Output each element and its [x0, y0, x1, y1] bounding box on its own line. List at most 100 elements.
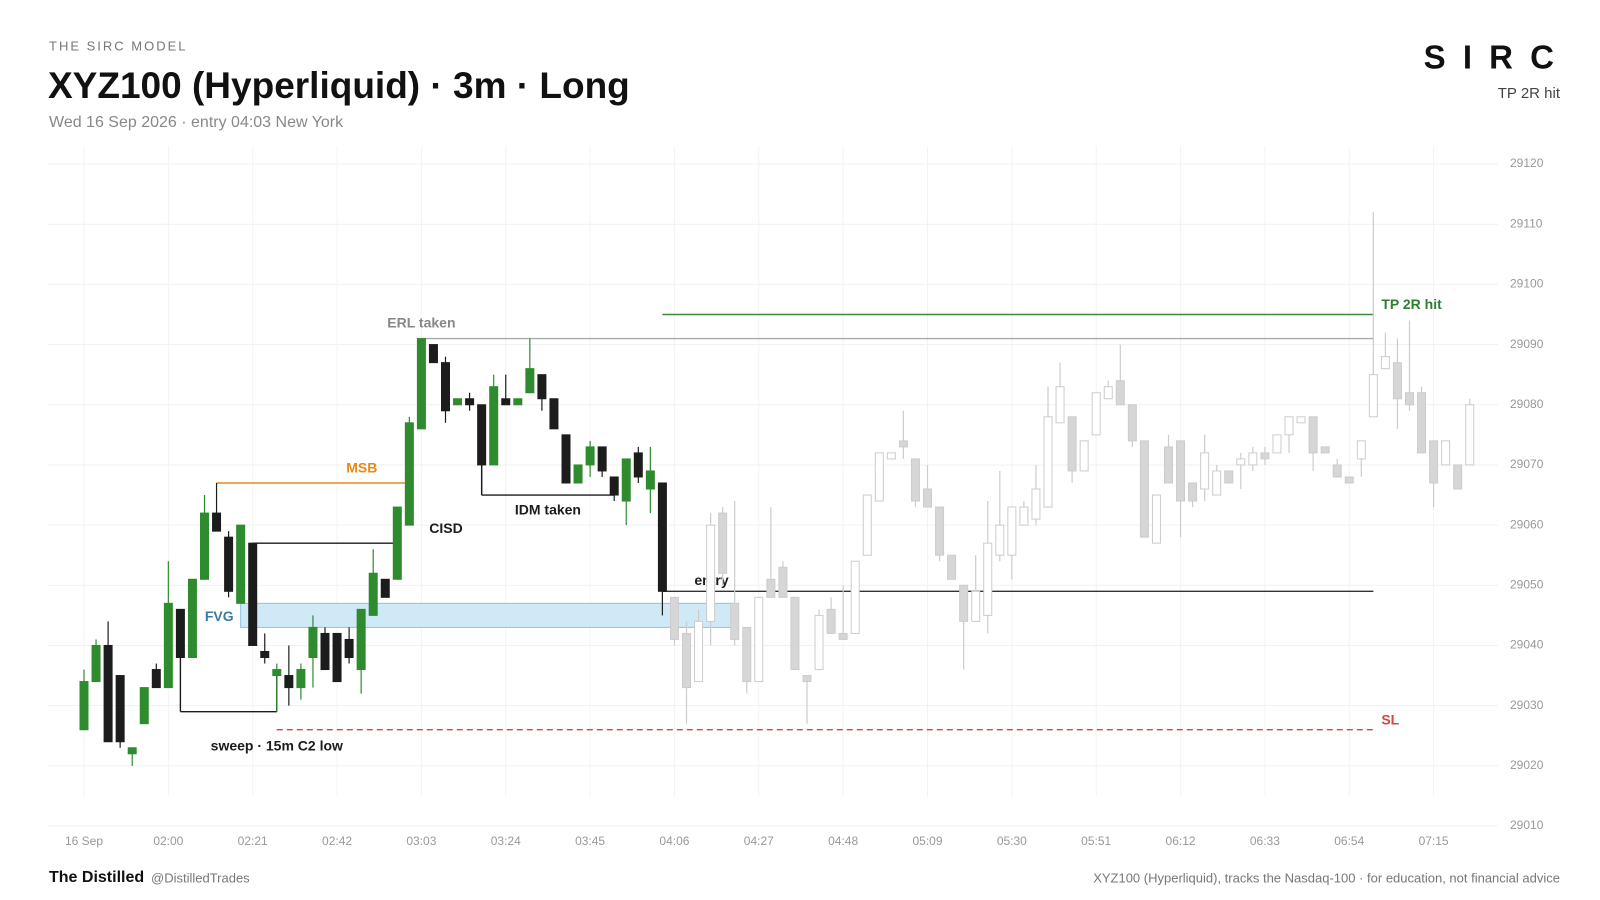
candle-body	[1151, 494, 1161, 544]
candle-body	[513, 398, 523, 406]
candle-body	[1441, 440, 1451, 466]
candle-body	[453, 398, 463, 406]
y-tick-label: 29050	[1510, 577, 1544, 591]
level-label: CISD	[429, 520, 462, 536]
x-tick-label: 04:06	[659, 834, 689, 848]
chart-title: XYZ100 (Hyperliquid) · 3m · Long	[48, 65, 630, 106]
candle-body	[1055, 386, 1065, 424]
brand: S I R C	[1424, 39, 1558, 76]
candle-body	[103, 644, 113, 743]
candle-body	[320, 632, 330, 671]
candle-body	[947, 554, 957, 580]
y-tick-label: 29090	[1510, 337, 1544, 351]
candle-body	[115, 675, 125, 743]
x-tick-label: 05:30	[997, 834, 1027, 848]
candle-body	[477, 404, 487, 466]
y-tick-label: 29010	[1510, 818, 1544, 832]
candle-body	[838, 632, 848, 640]
candle-body	[814, 614, 824, 671]
candle-body	[1043, 416, 1053, 508]
y-tick-label: 29070	[1510, 457, 1544, 471]
candle-body	[1260, 452, 1270, 460]
status: TP 2R hit	[1498, 85, 1561, 102]
candle-body	[645, 470, 655, 490]
candle-body	[1332, 464, 1342, 478]
candle-body	[465, 398, 475, 406]
candle-body	[1429, 440, 1439, 484]
candle-body	[489, 386, 499, 466]
candle-body	[1200, 452, 1210, 490]
kicker: THE SIRC MODEL	[49, 38, 188, 53]
candle-body	[1019, 506, 1029, 526]
candle-body	[1091, 392, 1101, 436]
candle-body	[308, 626, 318, 659]
candle-body	[971, 590, 981, 622]
x-tick-label: 05:51	[1081, 834, 1111, 848]
level-label: SL	[1381, 711, 1399, 727]
candle-body	[718, 512, 728, 574]
candle-body	[983, 542, 993, 616]
candle-body	[1392, 362, 1402, 400]
candle-body	[1284, 416, 1294, 436]
candle-body	[260, 650, 270, 659]
candle-body	[1212, 470, 1222, 496]
candle-body	[79, 681, 89, 731]
candle-body	[694, 620, 704, 683]
y-tick-label: 29100	[1510, 277, 1544, 291]
candle-body	[862, 494, 872, 556]
candle-body	[621, 458, 631, 502]
candle-body	[766, 578, 776, 598]
candle-body	[1176, 440, 1186, 502]
candle-body	[368, 572, 378, 616]
candle-body	[802, 675, 812, 683]
candle-body	[441, 362, 450, 412]
candle-body	[1405, 392, 1414, 406]
y-tick-label: 29110	[1510, 216, 1543, 230]
candle-body	[224, 536, 234, 592]
footer-note: XYZ100 (Hyperliquid), tracks the Nasdaq-…	[1093, 870, 1560, 885]
candle-body	[778, 566, 788, 598]
candle-body	[682, 632, 691, 689]
candle-body	[754, 596, 764, 683]
candle-body	[200, 512, 209, 580]
candle-body	[1380, 356, 1390, 370]
candle-body	[923, 488, 932, 508]
x-tick-label: 03:45	[575, 834, 605, 848]
candle-body	[212, 512, 222, 532]
x-tick-label: 03:03	[406, 834, 436, 848]
candle-body	[127, 747, 137, 755]
candle-body	[1344, 476, 1354, 484]
x-tick-label: 06:33	[1250, 834, 1280, 848]
candle-body	[959, 584, 969, 622]
candle-body	[163, 602, 173, 689]
candle-body	[995, 524, 1005, 556]
candle-body	[1368, 374, 1378, 418]
candle-body	[501, 398, 511, 406]
candle-body	[573, 464, 583, 484]
candle-body	[561, 434, 571, 484]
candle-body	[850, 560, 860, 634]
candle-body	[886, 452, 896, 460]
candle-body	[1127, 404, 1137, 442]
fvg-zone	[240, 602, 736, 628]
candle-body	[935, 506, 945, 556]
candle-body	[175, 608, 185, 659]
candle-body	[1139, 440, 1149, 538]
level-label: IDM taken	[515, 502, 581, 518]
candle-body	[1224, 470, 1234, 484]
candle-body	[657, 482, 667, 592]
candle-body	[272, 669, 282, 677]
level-label: sweep · 15m C2 low	[211, 737, 343, 753]
candle-body	[151, 669, 161, 689]
zone-label: FVG	[205, 608, 234, 624]
footer-handle: @DistilledTrades	[151, 870, 250, 885]
candle-body	[706, 524, 716, 622]
candle-body	[187, 578, 197, 659]
candle-body	[874, 452, 884, 502]
candle-body	[1103, 386, 1113, 400]
candle-body	[1417, 392, 1427, 454]
candle-body	[1296, 416, 1306, 424]
candle-body	[296, 669, 306, 689]
candle-body	[1465, 404, 1475, 466]
